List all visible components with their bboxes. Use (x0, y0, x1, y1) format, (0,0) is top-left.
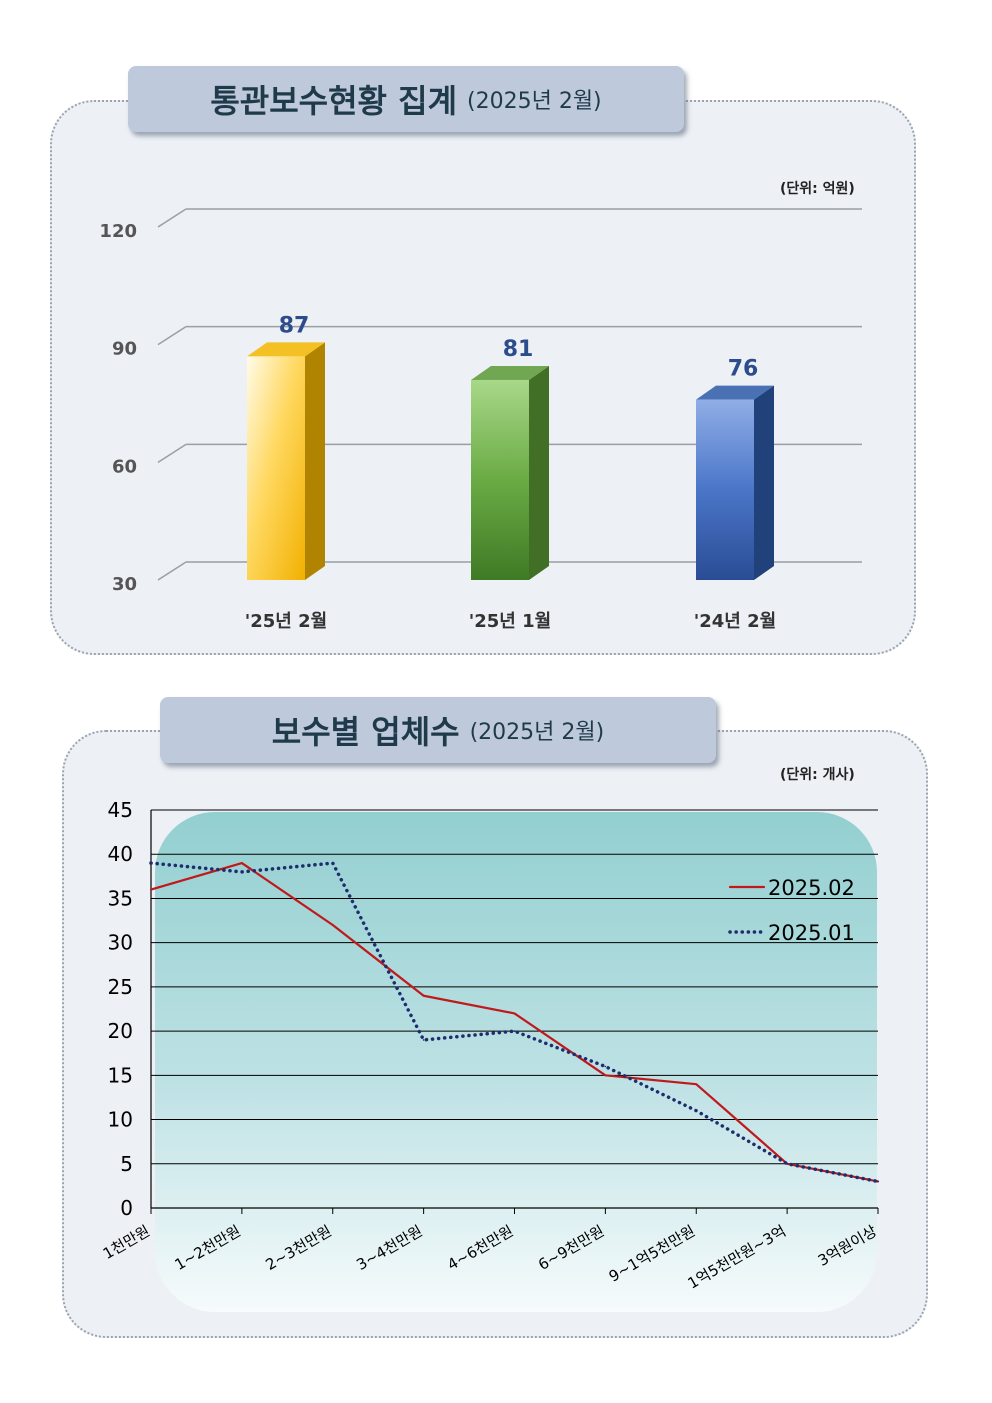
line-chart-y-tick-label: 15 (108, 1063, 133, 1087)
line-point (604, 1065, 607, 1068)
bar-value-label: 81 (503, 337, 534, 362)
company-count-chart-unit: (단위: 개사) (780, 767, 855, 783)
bar-chart-y-tick-label: 90 (112, 339, 137, 360)
bar-value-label: 87 (279, 313, 310, 338)
line-chart-y-tick-label: 25 (108, 975, 133, 999)
line-point (150, 888, 152, 891)
bar-chart-y-tick-label: 60 (112, 456, 137, 477)
bar-side (305, 342, 325, 580)
summary-chart-subtitle: (2025년 2월) (467, 89, 602, 114)
bar-top (696, 385, 774, 400)
summary-chart-title-box: 통관보수현황 집계 (2025년 2월) (128, 66, 684, 132)
bar (696, 399, 754, 580)
line-chart-y-tick-label: 45 (108, 798, 133, 822)
line-point (241, 862, 243, 864)
line-chart-x-tick-label: 1천만원 (100, 1222, 153, 1263)
line-point (150, 862, 152, 864)
bar-side (754, 385, 774, 580)
line-chart-plot-background (155, 812, 877, 1312)
bar-top (247, 342, 325, 357)
company-count-chart-title: 보수별 업체수 (271, 713, 460, 751)
line-chart-y-tick-label: 5 (120, 1152, 133, 1176)
line-point (695, 1083, 698, 1085)
summary-bar-chart: 30 60 90 120 87 '25년 2월 81 '25년 1월 76 '24년 2월 (99, 208, 862, 632)
bar-value-label: 76 (728, 357, 759, 382)
legend-label: 2025.02 (768, 876, 855, 900)
line-chart-y-tick-label: 20 (108, 1019, 133, 1043)
bar (471, 379, 529, 580)
line-chart-y-tick-label: 35 (108, 886, 133, 910)
company-count-chart-subtitle: (2025년 2월) (469, 720, 605, 745)
bar-chart-gridline-depth (157, 208, 187, 228)
summary-chart-title: 통관보수현황 집계 (210, 82, 458, 120)
bar-category-label: '25년 1월 (469, 611, 551, 632)
line-point (331, 924, 334, 926)
line-point (422, 994, 425, 997)
line-point (513, 1030, 516, 1032)
bar-category-label: '25년 2월 (245, 611, 327, 632)
bar (247, 356, 305, 580)
bar-chart-gridline-depth (157, 443, 187, 463)
line-point (422, 1039, 425, 1041)
bar-side (529, 365, 549, 580)
bar-top (471, 365, 549, 380)
bar-category-label: '24년 2월 (694, 611, 776, 632)
bar-chart-gridline-depth (157, 326, 187, 346)
line-chart-y-tick-label: 10 (108, 1108, 133, 1132)
line-point (513, 1012, 516, 1015)
summary-chart-unit: (단위: 억원) (780, 181, 855, 197)
bar-chart-y-tick-label: 120 (99, 221, 137, 242)
line-chart-y-tick-label: 0 (120, 1196, 133, 1220)
company-count-chart-title-box: 보수별 업체수 (2025년 2월) (160, 697, 716, 763)
line-point (877, 1180, 879, 1183)
line-point (331, 862, 334, 864)
line-chart-y-tick-label: 30 (108, 931, 133, 955)
line-series-2025-01 (149, 861, 880, 1184)
line-point (786, 1162, 788, 1165)
bar-chart-y-tick-label: 30 (112, 574, 137, 595)
line-point (695, 1109, 698, 1112)
line-chart-y-tick-label: 40 (108, 842, 133, 866)
bar-chart-gridline-depth (157, 561, 187, 581)
line-point (241, 871, 243, 873)
line-point (604, 1074, 607, 1077)
legend-label: 2025.01 (768, 921, 855, 945)
